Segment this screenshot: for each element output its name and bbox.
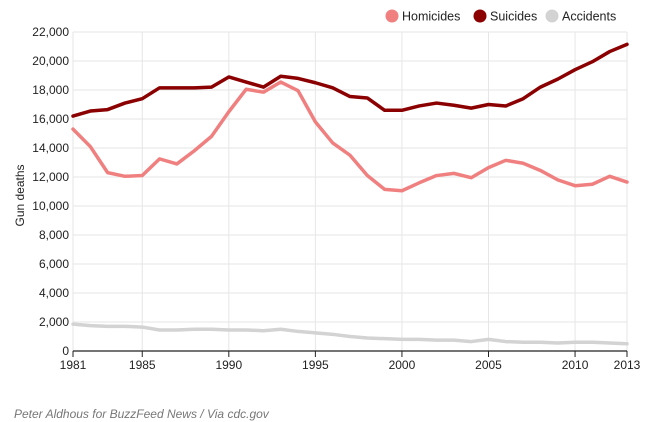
series-lines	[71, 42, 629, 346]
x-tick-label: 2000	[389, 358, 416, 372]
y-tick-label: 10,000	[32, 199, 69, 213]
y-tick-label: 4,000	[39, 286, 69, 300]
series-line-homicides	[71, 80, 629, 193]
legend-swatch-homicides	[385, 9, 399, 23]
legend: Homicides Suicides Accidents	[385, 9, 616, 24]
y-tick-label: 14,000	[32, 141, 69, 155]
series-line-accidents	[71, 322, 629, 346]
y-tick-label: 16,000	[32, 112, 69, 126]
y-axis-title: Gun deaths	[13, 164, 27, 226]
legend-swatch-accidents	[545, 9, 559, 23]
y-tick-label: 8,000	[39, 228, 69, 242]
x-tick-label: 2010	[562, 358, 589, 372]
source-credit: Peter Aldhous for BuzzFeed News / Via cd…	[14, 407, 269, 421]
x-tick-label: 1985	[129, 358, 156, 372]
grid	[72, 31, 628, 352]
legend-swatch-suicides	[473, 9, 487, 23]
x-tick-label: 1995	[302, 358, 329, 372]
legend-label-suicides: Suicides	[490, 10, 537, 24]
x-tick-label: 1981	[60, 358, 87, 372]
y-tick-label: 6,000	[39, 257, 69, 271]
y-tick-label: 2,000	[39, 315, 69, 329]
legend-label-accidents: Accidents	[562, 10, 616, 24]
series-line-suicides	[71, 42, 629, 118]
y-tick-label: 20,000	[32, 54, 69, 68]
y-tick-label: 12,000	[32, 170, 69, 184]
x-tick-label: 1990	[215, 358, 242, 372]
legend-label-homicides: Homicides	[402, 10, 460, 24]
y-tick-label: 18,000	[32, 83, 69, 97]
y-tick-label: 22,000	[32, 25, 69, 39]
axes: 0 2,000 4,000 6,000 8,000 10,000 12,000 14,000 1…	[32, 25, 640, 372]
x-tick-label: 2013	[614, 358, 641, 372]
y-tick-label: 0	[62, 344, 69, 358]
x-tick-label: 2005	[475, 358, 502, 372]
